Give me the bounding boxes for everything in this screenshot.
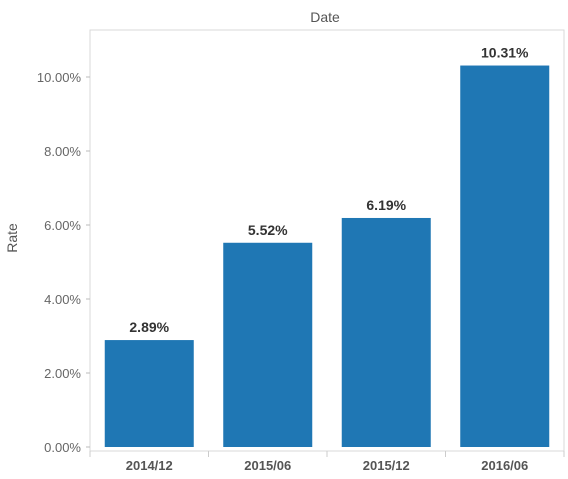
- data-label-1: 5.52%: [248, 222, 288, 238]
- bar-2015-12: [341, 217, 431, 447]
- chart-title: Date: [310, 9, 340, 25]
- data-labels: 2.89% 5.52% 6.19% 10.31%: [129, 45, 529, 336]
- x-tick-label-1: 2015/06: [244, 458, 291, 473]
- x-axis: 2014/12 2015/06 2015/12 2016/06: [89, 451, 565, 473]
- y-tick-label-2: 4.00%: [44, 292, 81, 307]
- y-axis: 0.00% 2.00% 4.00% 6.00% 8.00% 10.00%: [37, 70, 90, 455]
- y-tick-label-5: 10.00%: [37, 70, 82, 85]
- x-tick-label-3: 2016/06: [481, 458, 528, 473]
- x-tick-label-0: 2014/12: [126, 458, 173, 473]
- bar-2016-06: [460, 65, 550, 447]
- bar-2014-12: [104, 340, 194, 447]
- y-tick-label-1: 2.00%: [44, 366, 81, 381]
- y-axis-title: Rate: [4, 223, 20, 253]
- x-tick-label-2: 2015/12: [363, 458, 410, 473]
- bar-2015-06: [223, 242, 313, 447]
- y-tick-label-3: 6.00%: [44, 218, 81, 233]
- data-label-0: 2.89%: [129, 319, 169, 335]
- y-tick-label-0: 0.00%: [44, 440, 81, 455]
- data-label-2: 6.19%: [366, 197, 406, 213]
- data-label-3: 10.31%: [481, 45, 529, 61]
- y-tick-label-4: 8.00%: [44, 144, 81, 159]
- bars: [104, 65, 550, 447]
